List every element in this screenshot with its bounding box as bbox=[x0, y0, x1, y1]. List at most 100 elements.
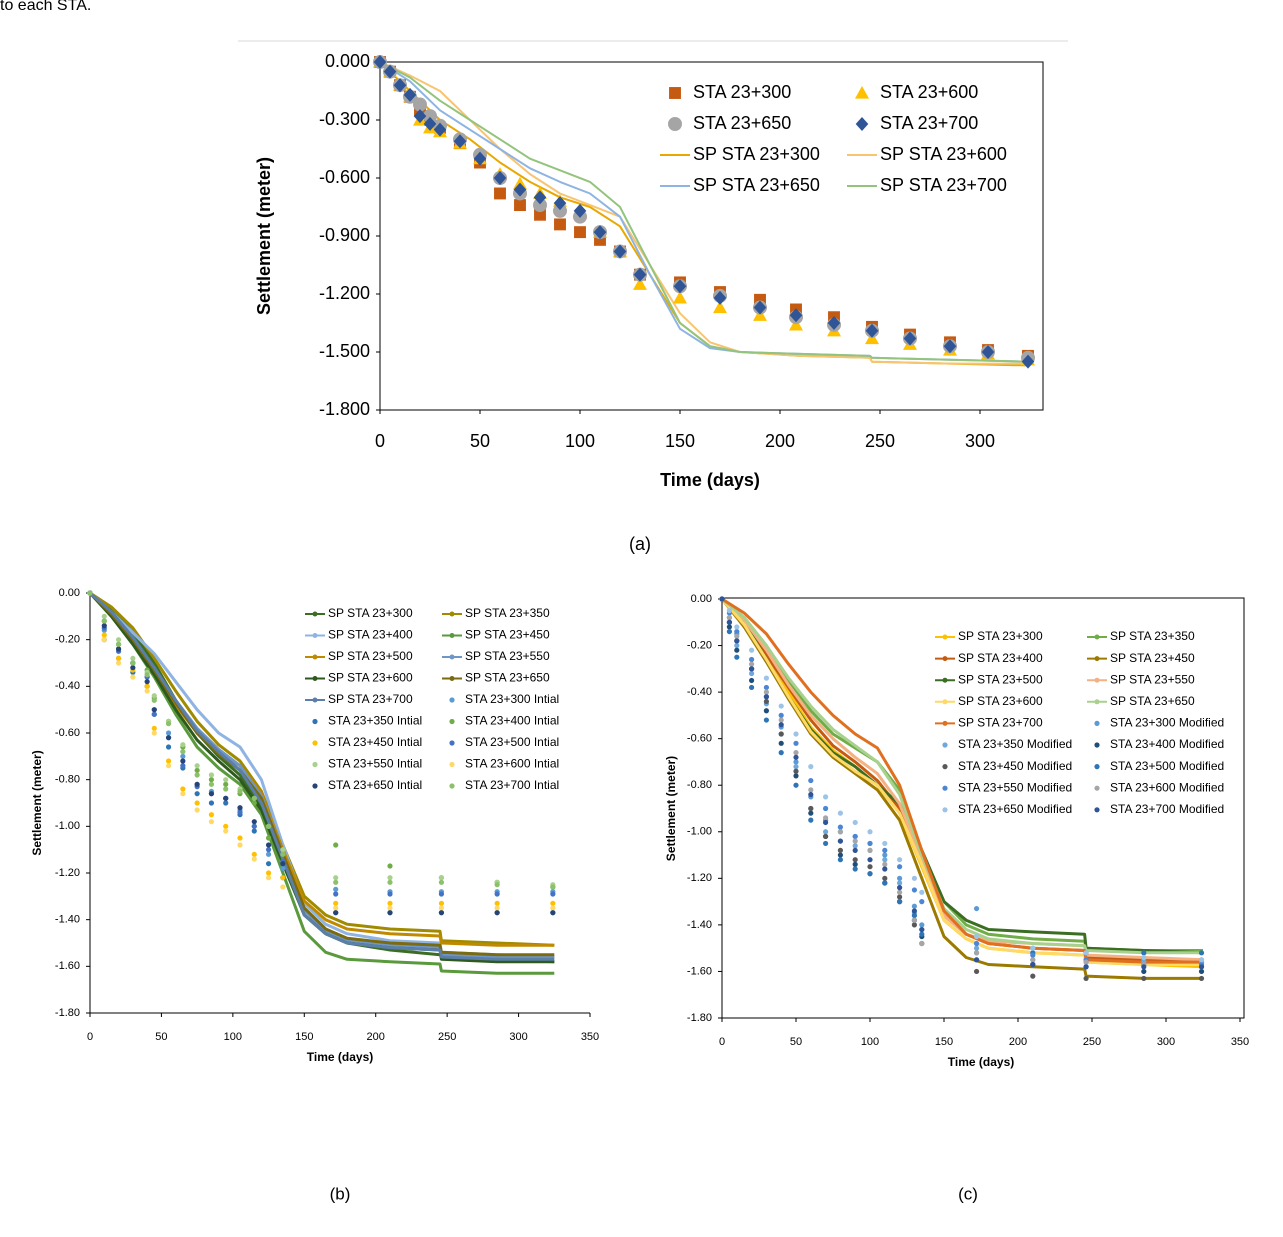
y-tick-label: -0.900 bbox=[319, 225, 370, 245]
marker bbox=[793, 731, 799, 737]
marker bbox=[494, 882, 500, 888]
marker bbox=[719, 596, 725, 602]
marker bbox=[1094, 742, 1100, 748]
marker bbox=[673, 290, 687, 304]
marker bbox=[550, 891, 556, 897]
marker bbox=[423, 116, 437, 131]
x-tick-label: 100 bbox=[565, 431, 595, 451]
marker bbox=[453, 134, 467, 149]
marker bbox=[867, 847, 873, 854]
marker bbox=[852, 861, 858, 867]
marker bbox=[973, 945, 980, 951]
marker bbox=[897, 889, 903, 895]
marker bbox=[897, 899, 903, 905]
legend-label: STA 23+600 Modified bbox=[1110, 780, 1224, 794]
marker bbox=[919, 889, 925, 895]
marker bbox=[852, 847, 858, 854]
marker bbox=[387, 905, 393, 911]
marker bbox=[726, 615, 733, 621]
series-line bbox=[88, 591, 555, 959]
marker bbox=[852, 857, 858, 863]
marker bbox=[151, 725, 157, 731]
x-tick-label: 100 bbox=[224, 1031, 242, 1043]
marker bbox=[808, 764, 814, 770]
series-line bbox=[379, 61, 1031, 363]
marker bbox=[165, 763, 172, 769]
marker bbox=[882, 861, 888, 867]
marker bbox=[778, 712, 784, 718]
legend-label: STA 23+350 Modified bbox=[958, 737, 1072, 751]
marker bbox=[882, 840, 888, 847]
x-tick-label: 150 bbox=[665, 431, 695, 451]
y-tick-label: -1.00 bbox=[687, 826, 712, 838]
marker bbox=[1083, 975, 1089, 982]
marker bbox=[312, 783, 318, 789]
marker bbox=[793, 754, 799, 760]
legend-label: SP STA 23+600 bbox=[328, 671, 413, 685]
marker bbox=[882, 847, 888, 854]
marker bbox=[130, 665, 136, 671]
chart: 0.00 -0.20 -0.40 -0.60 -0.80 -1.00 -1.20 -1.40 -… bbox=[30, 587, 599, 1204]
x-tick-label: 0 bbox=[87, 1031, 93, 1043]
marker bbox=[194, 767, 200, 773]
marker bbox=[882, 857, 888, 863]
marker bbox=[151, 730, 157, 736]
marker bbox=[981, 345, 995, 359]
marker bbox=[115, 655, 122, 661]
marker bbox=[1094, 764, 1100, 770]
marker bbox=[734, 633, 740, 639]
marker bbox=[423, 109, 437, 124]
marker bbox=[594, 233, 606, 246]
x-tick-label: 300 bbox=[1157, 1036, 1175, 1048]
marker bbox=[494, 891, 500, 897]
marker bbox=[793, 773, 799, 779]
marker bbox=[280, 861, 286, 867]
y-tick-label: -1.500 bbox=[319, 341, 370, 361]
marker bbox=[280, 875, 286, 881]
marker bbox=[633, 267, 647, 282]
marker bbox=[837, 829, 844, 835]
x-tick-label: 150 bbox=[295, 1031, 313, 1043]
marker bbox=[1198, 950, 1205, 956]
marker bbox=[827, 316, 841, 330]
marker bbox=[449, 761, 455, 768]
marker bbox=[574, 226, 586, 239]
legend-swatch bbox=[449, 633, 455, 638]
marker bbox=[1094, 785, 1100, 791]
legend-swatch bbox=[312, 611, 318, 617]
x-tick-label: 200 bbox=[1009, 1036, 1027, 1048]
marker bbox=[223, 781, 229, 787]
marker bbox=[237, 835, 243, 841]
marker bbox=[115, 637, 122, 643]
legend-label: SP STA 23+300 bbox=[328, 606, 413, 620]
marker bbox=[87, 590, 93, 596]
x-tick-label: 300 bbox=[965, 431, 995, 451]
intro-text: to each STA. bbox=[0, 0, 91, 14]
marker bbox=[852, 838, 858, 844]
marker bbox=[867, 840, 873, 847]
marker bbox=[144, 683, 150, 689]
legend-label: SP STA 23+700 bbox=[880, 175, 1007, 195]
y-tick-label: -0.40 bbox=[687, 686, 712, 698]
marker bbox=[749, 656, 755, 663]
marker bbox=[1030, 961, 1036, 968]
marker bbox=[867, 829, 873, 835]
y-tick-label: -1.80 bbox=[55, 1007, 80, 1019]
marker bbox=[180, 758, 186, 764]
marker bbox=[754, 293, 766, 306]
marker bbox=[573, 203, 587, 218]
marker bbox=[265, 870, 272, 876]
marker bbox=[194, 763, 200, 769]
marker bbox=[593, 225, 607, 240]
marker bbox=[793, 740, 799, 746]
caption: (c) bbox=[958, 1184, 978, 1203]
marker bbox=[194, 807, 200, 813]
legend-label: SP STA 23+600 bbox=[880, 144, 1007, 164]
y-tick-label: -0.60 bbox=[687, 733, 712, 745]
y-tick-label: -1.60 bbox=[55, 960, 80, 972]
legend-label: SP STA 23+700 bbox=[958, 716, 1043, 730]
marker bbox=[449, 783, 455, 789]
marker bbox=[713, 300, 727, 314]
marker bbox=[1094, 807, 1100, 813]
marker bbox=[789, 308, 803, 323]
